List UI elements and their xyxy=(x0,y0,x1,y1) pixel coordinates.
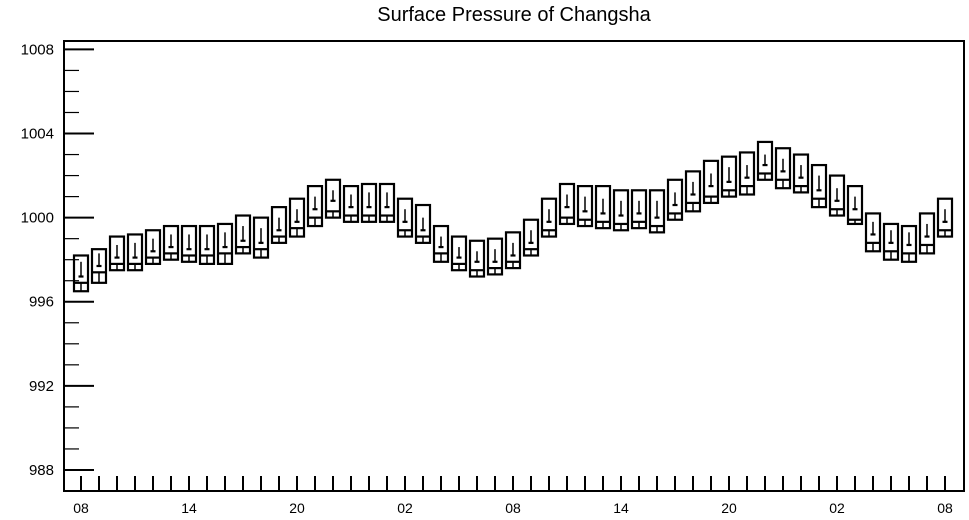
box-glyph xyxy=(882,222,900,261)
x-axis: 08 14 20 02 08 14 20 02 08 xyxy=(73,476,953,516)
box-glyph xyxy=(486,237,504,276)
box-glyph xyxy=(324,178,342,219)
box-glyph xyxy=(378,182,396,223)
box-glyph xyxy=(702,159,720,205)
box-glyph xyxy=(252,216,270,259)
box-glyph xyxy=(234,214,252,255)
x-tick-label: 02 xyxy=(829,500,845,516)
y-axis: 988 992 996 1000 1004 1008 xyxy=(21,41,94,479)
box-glyph xyxy=(738,151,756,196)
box-glyph xyxy=(756,140,774,181)
box-glyph xyxy=(594,184,612,230)
box-glyph xyxy=(630,189,648,230)
box-glyph xyxy=(846,184,864,226)
box-glyph xyxy=(648,189,666,234)
box-glyph xyxy=(522,218,540,257)
y-tick-label: 1000 xyxy=(21,210,54,227)
box-glyph xyxy=(108,235,126,272)
box-glyph xyxy=(720,155,738,198)
box-glyph xyxy=(90,248,108,284)
x-tick-label: 14 xyxy=(613,500,629,516)
box-glyph xyxy=(918,212,936,255)
box-glyph xyxy=(684,170,702,213)
box-glyph xyxy=(900,224,918,263)
box-glyph xyxy=(468,239,486,278)
y-tick-label: 988 xyxy=(29,462,54,479)
y-tick-label: 992 xyxy=(29,378,54,395)
box-glyph xyxy=(612,189,630,232)
plot-frame xyxy=(63,40,965,492)
x-tick-label: 02 xyxy=(397,500,413,516)
y-tick-label: 1008 xyxy=(21,41,54,58)
box-glyph xyxy=(360,182,378,223)
x-tick-label: 08 xyxy=(505,500,521,516)
box-glyph xyxy=(828,174,846,217)
box-glyph xyxy=(450,235,468,272)
chart-title: Surface Pressure of Changsha xyxy=(377,4,651,26)
box-glyph xyxy=(792,153,810,194)
box-glyph xyxy=(540,197,558,238)
box-glyph xyxy=(558,182,576,226)
box-outline xyxy=(126,233,144,272)
box-glyph xyxy=(810,163,828,209)
box-glyph xyxy=(774,147,792,190)
x-tick-label: 20 xyxy=(721,500,737,516)
box-glyph xyxy=(504,231,522,270)
y-tick-label: 996 xyxy=(29,294,54,311)
box-glyph xyxy=(270,206,288,244)
box-glyph xyxy=(162,224,180,261)
x-tick-label: 20 xyxy=(289,500,305,516)
y-tick-label: 1004 xyxy=(21,126,54,143)
box-glyph xyxy=(396,197,414,238)
box-glyph xyxy=(216,222,234,265)
box-series xyxy=(72,140,954,293)
box-glyph xyxy=(72,254,90,293)
box-glyph xyxy=(414,203,432,244)
box-outline xyxy=(612,189,630,232)
box-glyph xyxy=(180,224,198,263)
box-glyph xyxy=(864,212,882,253)
x-tick-label: 08 xyxy=(937,500,953,516)
box-glyph xyxy=(288,197,306,238)
box-outline xyxy=(558,182,576,226)
box-glyph xyxy=(126,233,144,272)
box-outline xyxy=(648,189,666,234)
box-glyph xyxy=(342,184,360,223)
box-outline xyxy=(468,239,486,278)
x-tick-label: 08 xyxy=(73,500,89,516)
box-glyph xyxy=(306,184,324,228)
box-glyph xyxy=(576,184,594,228)
box-glyph xyxy=(936,197,954,238)
x-tick-label: 14 xyxy=(181,500,197,516)
box-glyph xyxy=(198,224,216,265)
box-glyph xyxy=(144,229,162,265)
box-glyph xyxy=(432,224,450,263)
box-glyph xyxy=(666,178,684,221)
